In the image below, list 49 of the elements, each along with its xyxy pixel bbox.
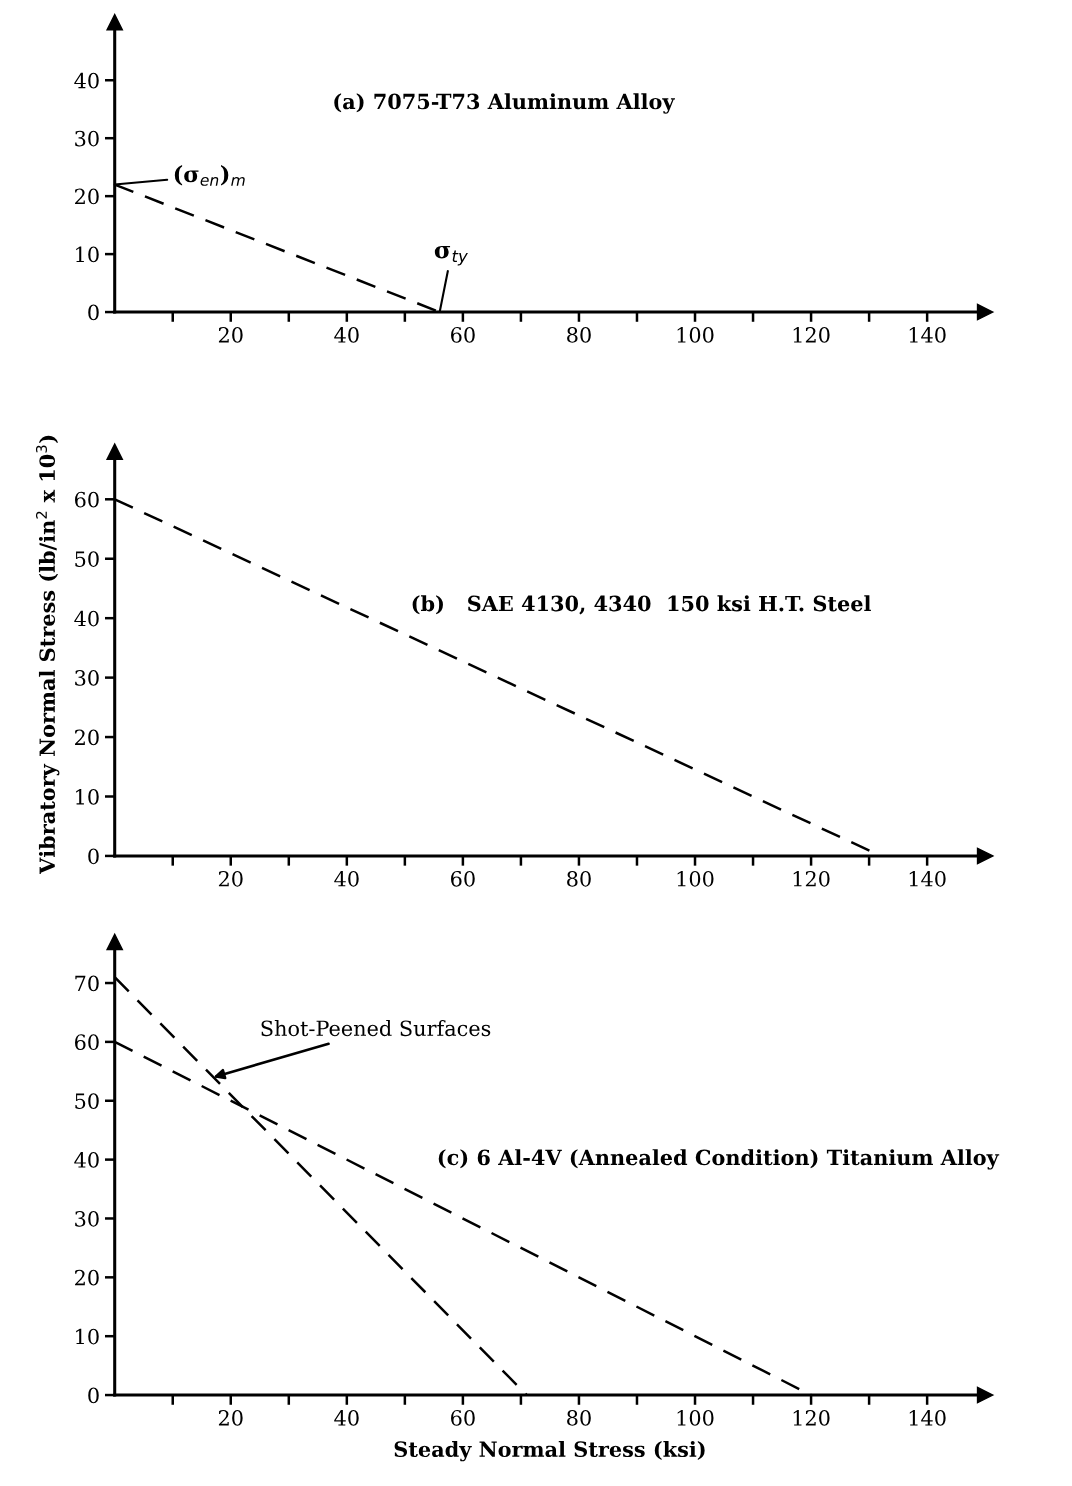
x-tick-label: 120 — [793, 1410, 830, 1426]
y-tick-label: 0 — [88, 848, 99, 865]
x-tick-label: 80 — [567, 870, 591, 887]
y-tick-label: 20 — [75, 188, 99, 205]
x-tick-label: 140 — [909, 1410, 946, 1426]
x-tick-label: 40 — [334, 327, 359, 343]
y-tick-label: 30 — [75, 1210, 99, 1227]
y-tick-label: 50 — [75, 551, 99, 567]
x-tick-label: 140 — [909, 870, 946, 887]
x-tick-label: 100 — [677, 1410, 714, 1426]
annotation: σ$_{ty}$ — [434, 245, 468, 266]
x-tick-label: 20 — [218, 327, 243, 343]
x-tick-label: 100 — [677, 327, 714, 343]
x-axis-title: Steady Normal Stress (ksi) — [394, 1440, 705, 1462]
annotation: (σ$_{en}$)$_{m}$ — [174, 165, 245, 186]
y-tick-label: 60 — [75, 491, 99, 508]
x-tick-label: 40 — [334, 1410, 359, 1426]
y-tick-label: 20 — [75, 729, 99, 746]
x-tick-label: 20 — [218, 1410, 243, 1426]
x-tick-label: 40 — [334, 870, 359, 887]
y-tick-label: 50 — [75, 1093, 99, 1109]
y-tick-label: 10 — [76, 788, 99, 805]
x-tick-label: 80 — [567, 1410, 591, 1426]
y-tick-label: 30 — [75, 670, 99, 686]
x-tick-label: 20 — [218, 870, 243, 887]
annotation: Shot-Peened Surfaces — [261, 1020, 491, 1037]
text: (b) SAE 4130, 4340 150 ksi H.T. Steel — [412, 595, 871, 615]
y-tick-label: 60 — [75, 1034, 99, 1051]
y-tick-label: 20 — [75, 1269, 99, 1286]
text: (a) 7075-T73 Aluminum Alloy — [334, 93, 675, 114]
x-tick-label: 120 — [793, 870, 830, 887]
y-tick-label: 40 — [74, 72, 99, 89]
x-tick-label: 120 — [793, 327, 830, 343]
y-tick-label: 30 — [75, 130, 99, 147]
y-tick-label: 10 — [76, 1328, 99, 1345]
text: (c) 6 Al-4V (Annealed Condition) Titanium Alloy — [438, 1149, 1000, 1170]
x-tick-label: 60 — [451, 870, 475, 887]
y-tick-label: 40 — [74, 1152, 99, 1168]
y-tick-label: 70 — [75, 975, 99, 992]
y-axis-title: Vibratory Normal Stress (lb/in$^{2}$ x 10$^{3}$) — [35, 435, 60, 875]
x-tick-label: 140 — [909, 327, 946, 343]
x-tick-label: 100 — [677, 870, 714, 887]
x-tick-label: 60 — [451, 327, 475, 343]
y-tick-label: 40 — [74, 610, 99, 627]
y-tick-label: 0 — [88, 1387, 99, 1404]
y-tick-label: 10 — [76, 246, 99, 263]
y-tick-label: 0 — [88, 304, 99, 321]
x-tick-label: 80 — [567, 327, 591, 343]
x-tick-label: 60 — [451, 1410, 475, 1426]
